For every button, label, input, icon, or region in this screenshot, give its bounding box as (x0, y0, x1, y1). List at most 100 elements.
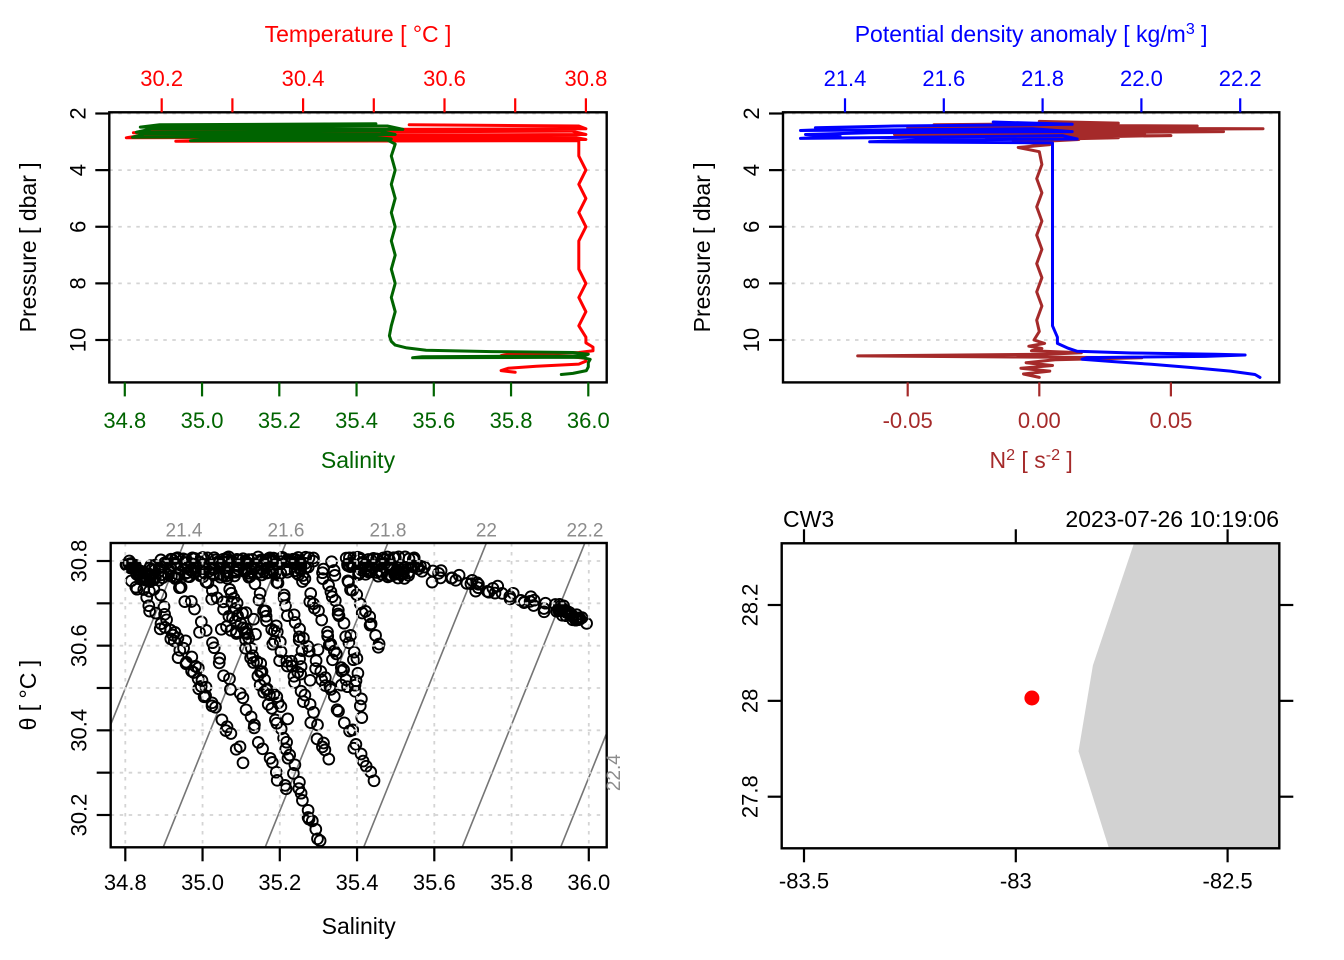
plot-box-4 (780, 542, 1281, 850)
salinity-axis-title: Salinity (321, 447, 396, 473)
ts-scatter-point (280, 735, 293, 749)
ts-scatter-point (445, 571, 459, 585)
isopycnal-line (110, 543, 185, 727)
ts-scatter-point (265, 702, 279, 715)
ts-scatter-point (527, 593, 541, 607)
salinity-axis-tick-label: 35.0 (181, 408, 224, 433)
ts-scatter-point (197, 690, 211, 704)
ts-scatter-point (331, 603, 345, 617)
ts-scatter-point (311, 718, 324, 732)
plot-box-2 (781, 111, 1281, 384)
temperature-axis-tick-label: 30.6 (423, 66, 466, 91)
ts-scatter-point (236, 552, 250, 566)
salinity-profile-line (131, 122, 592, 376)
ts-scatter-point (347, 645, 361, 659)
temperature-axis-title: Temperature [ °C ] (265, 21, 452, 47)
ts-scatter-point (274, 645, 288, 658)
ts-scatter-point (269, 713, 282, 727)
density-axis-tick-label: 22.2 (1219, 66, 1262, 91)
panel-temp-salinity-profile: 30.2 30.4 30.6 30.8 34.8 35.0 35.2 35.4 35.6 35.8… (15, 21, 610, 473)
ts-scatter-point (279, 599, 292, 612)
ts-scatter-point (245, 553, 259, 566)
ts-scatter-point (303, 697, 317, 711)
temperature-axis-tick-label: 30.8 (564, 66, 607, 91)
salinity-axis-tick-label: 35.6 (412, 408, 455, 433)
ts-scatter-point (294, 786, 308, 800)
ts-scatter-point (239, 606, 253, 619)
map-datetime-label: 2023-07-26 10:19:06 (1065, 506, 1279, 532)
ts-scatter-point (363, 610, 377, 624)
pressure-axis-title: Pressure [ dbar ] (15, 162, 41, 332)
ts-scatter-point (146, 573, 159, 587)
density-axis-tick-label: 21.8 (1021, 66, 1064, 91)
ts-scatter-point (184, 595, 198, 608)
ts-scatter-point (257, 685, 271, 699)
theta-axis-title: θ [ °C ] (15, 660, 41, 731)
profile-series-1 (124, 122, 595, 376)
ts-scatter-point (177, 641, 190, 655)
pressure-axis-tick-label: 2 (65, 107, 90, 119)
panel-station-map: -83.5 -83 -82.5 28.2 28 27.8 (738, 529, 1294, 893)
longitude-axis-tick-label: -82.5 (1203, 868, 1253, 893)
ts-scatter-point (311, 643, 325, 657)
ts-scatter-point (201, 551, 214, 565)
pressure-axis-2-tick-label: 8 (739, 277, 764, 289)
isopycnal-label: 21.6 (267, 521, 304, 542)
ts-scatter-point (330, 703, 344, 717)
ts-scatter-point (247, 612, 260, 626)
ts-scatter-point (174, 580, 188, 594)
ts-scatter-point (296, 794, 309, 807)
salinity-axis-tick-label: 36.0 (567, 408, 610, 433)
ts-scatter-point (249, 627, 262, 641)
map-station-id-label: CW3 (783, 506, 835, 532)
density-axis-tick-label: 21.6 (922, 66, 965, 91)
ts-scatter-point (298, 572, 312, 586)
ts-scatter-point (452, 568, 466, 582)
ts-scatter-point (303, 673, 317, 687)
isopycnal-label: 21.4 (166, 521, 203, 542)
ts-scatter-point (349, 674, 363, 688)
ts-scatter-point (279, 782, 293, 796)
ts-scatter-point (252, 593, 266, 607)
ts-scatter-point (293, 652, 306, 666)
ts-scatter-point (256, 742, 269, 756)
ts-scatter-point (469, 584, 483, 598)
ts-scatter-point (274, 551, 288, 565)
density-axis-tick-label: 22.0 (1120, 66, 1163, 91)
ts-scatter-point (322, 579, 335, 592)
ts-scatter-point (269, 619, 283, 633)
isopycnal-line (559, 730, 607, 848)
ts-scatter-point (291, 665, 305, 679)
ts-scatter-point (245, 642, 258, 655)
ts-scatter-point (157, 600, 171, 614)
ts-scatter-point (335, 678, 348, 692)
pressure-axis-2-tick-label: 10 (739, 328, 764, 352)
ts-scatter-point (207, 641, 221, 655)
ts-scatter-point (286, 552, 300, 566)
ts-scatter-point (281, 751, 295, 765)
ts-scatter-point (269, 765, 283, 779)
ts-scatter-point (236, 691, 250, 705)
ts-scatter-point (178, 595, 192, 608)
ts-scatter-point (149, 606, 163, 620)
ts-scatter-point (233, 740, 247, 754)
ts-scatter-point (355, 711, 369, 724)
land-polygon (1078, 543, 1280, 849)
ts-scatter-point (267, 551, 280, 565)
ts-scatter-point (298, 688, 312, 702)
n2-axis-tick-label: 0.05 (1149, 408, 1192, 433)
ts-scatter-point (339, 630, 353, 643)
ts-scatter-point (316, 740, 329, 754)
panel-density-n2-profile: 21.4 21.6 21.8 22.0 22.2 -0.05 0.00 0.05 2 4 6 8 10 P… (689, 20, 1281, 473)
ts-scatter-point (263, 688, 276, 702)
ts-scatter-point (482, 585, 496, 599)
temperature-profile-line (124, 123, 595, 374)
ts-scatter-point (219, 564, 233, 578)
ts-scatter-point (142, 599, 156, 613)
ts-scatter-point (205, 592, 219, 606)
ts-scatter-point (335, 664, 348, 678)
ts-scatter-point (321, 629, 335, 643)
theta-axis-tick-label: 30.6 (67, 624, 92, 667)
